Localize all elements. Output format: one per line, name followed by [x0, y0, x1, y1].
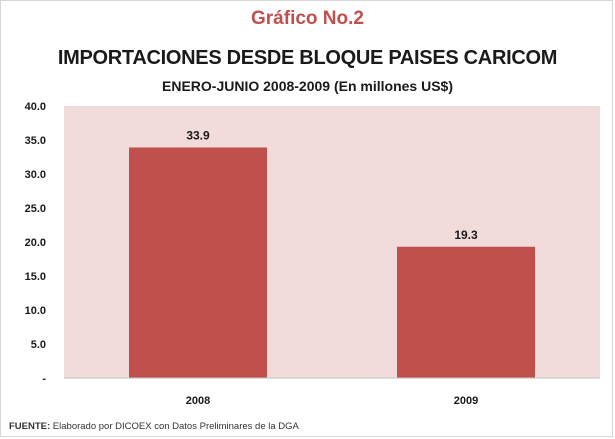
chart-title: Gráfico No.2	[251, 8, 364, 29]
bar-2009	[397, 246, 535, 378]
y-tick-label: -	[42, 373, 46, 385]
y-tick-label: 10.0	[25, 305, 46, 317]
y-tick-label: 40.0	[25, 101, 46, 113]
chart-subtitle: IMPORTACIONES DESDE BLOQUE PAISES CARICO…	[57, 47, 558, 69]
chart-period-subtitle: ENERO-JUNIO 2008-2009 (En millones US$)	[162, 78, 453, 94]
data-label-2009: 19.3	[454, 228, 478, 242]
data-label-2008: 33.9	[186, 128, 210, 142]
source-text: Elaborado por DICOEX con Datos Prelimina…	[50, 421, 299, 432]
y-tick-label: 20.0	[25, 237, 46, 249]
y-tick-label: 5.0	[31, 339, 46, 351]
x-tick-label-2009: 2009	[454, 395, 478, 407]
y-tick-label: 30.0	[25, 169, 46, 181]
y-tick-label: 15.0	[25, 271, 46, 283]
y-tick-label: 35.0	[25, 135, 46, 147]
source-label: FUENTE:	[9, 421, 51, 432]
y-tick-label: 25.0	[25, 203, 46, 215]
bar-2008	[129, 147, 267, 378]
source-note: FUENTE: Elaborado por DICOEX con Datos P…	[9, 421, 299, 432]
x-tick-label-2008: 2008	[186, 395, 210, 407]
